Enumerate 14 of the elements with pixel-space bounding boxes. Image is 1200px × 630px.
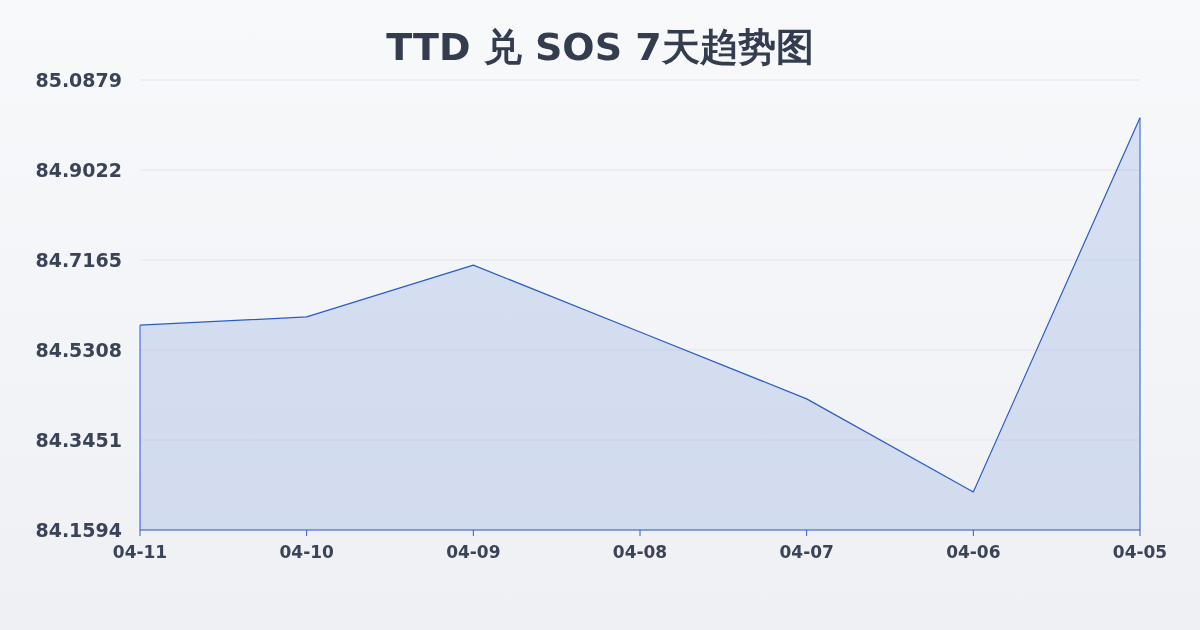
y-tick-label: 84.1594 bbox=[35, 519, 122, 541]
x-tick-label: 04-10 bbox=[279, 542, 335, 562]
x-tick-label: 04-05 bbox=[1112, 542, 1168, 562]
x-tick-label: 04-06 bbox=[946, 542, 1001, 562]
chart-title: TTD 兑 SOS 7天趋势图 bbox=[386, 25, 814, 69]
y-tick-label: 84.7165 bbox=[35, 249, 122, 271]
x-tick-label: 04-08 bbox=[612, 542, 668, 562]
x-tick-label: 04-07 bbox=[779, 542, 834, 562]
y-tick-label: 84.5308 bbox=[35, 339, 122, 361]
x-tick-label: 04-11 bbox=[112, 542, 168, 562]
y-tick-label: 84.3451 bbox=[35, 429, 122, 451]
y-tick-label: 84.9022 bbox=[35, 159, 122, 181]
x-tick-label: 04-09 bbox=[446, 542, 501, 562]
y-tick-label: 85.0879 bbox=[35, 69, 122, 91]
